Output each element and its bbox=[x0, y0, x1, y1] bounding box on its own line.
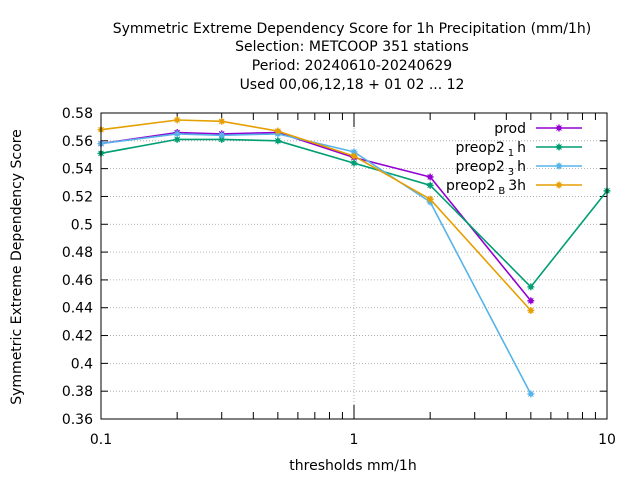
y-tick-label: 0.36 bbox=[62, 412, 93, 428]
legend-item: prod bbox=[494, 121, 582, 137]
y-tick-label: 0.46 bbox=[62, 273, 93, 289]
data-point bbox=[173, 116, 181, 124]
legend-item: preop2 1 h bbox=[455, 140, 582, 159]
y-tick-label: 0.44 bbox=[62, 301, 93, 317]
legend-marker bbox=[555, 181, 563, 189]
y-tick-label: 0.4 bbox=[71, 356, 93, 372]
data-point bbox=[527, 283, 535, 291]
x-axis-label: thresholds mm/1h bbox=[289, 458, 416, 474]
title-line-1: Symmetric Extreme Dependency Score for 1… bbox=[113, 21, 592, 37]
y-tick-label: 0.54 bbox=[62, 162, 93, 178]
data-point bbox=[426, 173, 434, 181]
legend-marker bbox=[555, 124, 563, 132]
y-tick-label: 0.48 bbox=[62, 245, 93, 261]
data-point bbox=[218, 117, 226, 125]
y-tick-label: 0.5 bbox=[71, 217, 93, 233]
y-axis-label: Symmetric Extreme Dependency Score bbox=[9, 129, 25, 405]
title-line-3: Period: 20240610-20240629 bbox=[252, 58, 452, 74]
title-line-4: Used 00,06,12,18 + 01 02 ... 12 bbox=[240, 77, 465, 93]
legend-label: preop2 B 3h bbox=[446, 178, 526, 197]
data-point bbox=[274, 127, 282, 135]
chart-title: Symmetric Extreme Dependency Score for 1… bbox=[113, 21, 592, 93]
data-point bbox=[426, 181, 434, 189]
series-lines bbox=[97, 116, 611, 398]
x-tick-label: 0.1 bbox=[90, 432, 112, 448]
series-line bbox=[100, 138, 608, 288]
y-tick-label: 0.42 bbox=[62, 329, 93, 345]
x-tick-label: 1 bbox=[350, 432, 359, 448]
data-point bbox=[350, 159, 358, 167]
data-point bbox=[173, 130, 181, 138]
series-2 bbox=[97, 135, 611, 291]
data-point bbox=[527, 390, 535, 398]
data-point bbox=[274, 137, 282, 145]
series-line bbox=[100, 131, 532, 302]
title-line-2: Selection: METCOOP 351 stations bbox=[235, 39, 469, 55]
plot-frame bbox=[100, 112, 608, 420]
legend-marker bbox=[555, 143, 563, 151]
x-tick-label: 10 bbox=[598, 432, 616, 448]
y-tick-label: 0.56 bbox=[62, 134, 93, 150]
series-4 bbox=[97, 116, 535, 315]
x-tick-labels: 0.1 1 10 bbox=[90, 432, 616, 448]
legend-item: preop2 3 h bbox=[455, 159, 582, 178]
legend-label: preop2 1 h bbox=[455, 140, 526, 159]
y-tick-label: 0.38 bbox=[62, 384, 93, 400]
grid bbox=[101, 113, 607, 419]
y-tick-label: 0.52 bbox=[62, 189, 93, 205]
data-point bbox=[527, 307, 535, 315]
data-point bbox=[426, 195, 434, 203]
data-point bbox=[218, 131, 226, 139]
legend-item: preop2 B 3h bbox=[446, 178, 582, 197]
legend-marker bbox=[555, 162, 563, 170]
axis-ticks bbox=[100, 112, 608, 420]
legend-label: prod bbox=[494, 121, 526, 137]
data-point bbox=[350, 152, 358, 160]
y-tick-label: 0.58 bbox=[62, 106, 93, 122]
y-tick-labels: 0.36 0.38 0.4 0.42 0.44 0.46 0.48 0.5 0.52 0.54 0.… bbox=[62, 106, 93, 428]
legend-label: preop2 3 h bbox=[455, 159, 526, 178]
data-point bbox=[527, 297, 535, 305]
